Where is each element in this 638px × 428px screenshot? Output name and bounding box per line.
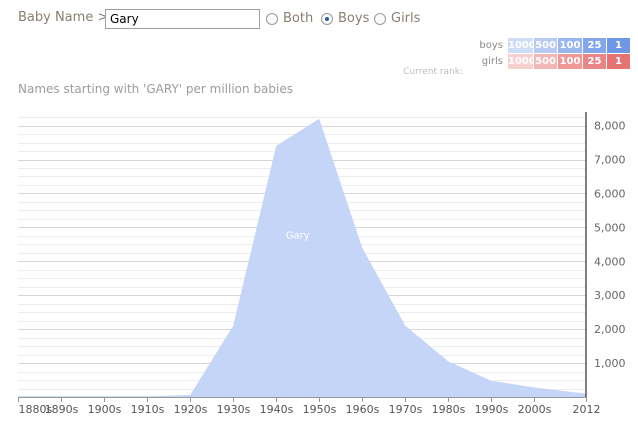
- x-tick-label: 1970s: [389, 403, 423, 416]
- radio-girls-label: Girls: [391, 11, 421, 26]
- series-label-gary: Gary: [286, 230, 310, 241]
- radio-boys[interactable]: Boys: [321, 11, 369, 26]
- rank-row-boys: boys 1000 500 100 25 1: [477, 38, 630, 53]
- x-tick-label: 1910s: [131, 403, 165, 416]
- y-tick-label: 3,000: [594, 289, 626, 302]
- x-tick-label: 1880s: [19, 403, 53, 416]
- y-tick-label: 8,000: [594, 120, 626, 133]
- y-tick-label: 1,000: [594, 357, 626, 370]
- axis-ticks: 1,000 2,000 3,000 4,000 5,000 6,000 7,000 8,000…: [18, 120, 626, 416]
- rank-girls-25[interactable]: 25: [583, 54, 606, 69]
- y-tick-label: 4,000: [594, 255, 626, 268]
- baby-name-input[interactable]: [105, 9, 260, 29]
- x-tick-label: 2000s: [518, 403, 552, 416]
- x-tick-label: 2012: [573, 403, 601, 416]
- x-tick-label: 1920s: [174, 403, 208, 416]
- rank-girls-100[interactable]: 100: [558, 54, 582, 69]
- rank-boys-1000[interactable]: 1000: [508, 38, 536, 53]
- y-tick-label: 6,000: [594, 187, 626, 200]
- rank-girls-500[interactable]: 500: [534, 54, 557, 69]
- x-tick-label: 1940s: [260, 403, 294, 416]
- radio-both-label: Both: [283, 11, 314, 26]
- radio-girls-indicator[interactable]: [374, 12, 386, 25]
- rank-girls-1000[interactable]: 1000: [508, 54, 536, 69]
- rank-row-girls-label: girls: [481, 56, 503, 67]
- x-tick-label: 1930s: [217, 403, 251, 416]
- radio-both-indicator[interactable]: [266, 12, 278, 25]
- y-tick-label: 5,000: [594, 221, 626, 234]
- x-tick-label: 1950s: [303, 403, 337, 416]
- radio-boys-label: Boys: [338, 11, 370, 26]
- x-tick-label: 1960s: [346, 403, 380, 416]
- rank-boys-1[interactable]: 1: [607, 38, 630, 53]
- rank-row-boys-label: boys: [479, 40, 503, 51]
- radio-boys-indicator[interactable]: [321, 12, 333, 25]
- current-rank-label: Current rank:: [403, 67, 463, 77]
- y-tick-label: 7,000: [594, 154, 626, 167]
- chart-subtitle: Names starting with 'GARY' per million b…: [18, 82, 293, 96]
- y-tick-label: 2,000: [594, 323, 626, 336]
- x-tick-label: 1890s: [45, 403, 79, 416]
- x-tick-label: 1900s: [88, 403, 122, 416]
- x-tick-label: 1980s: [432, 403, 466, 416]
- baby-name-label: Baby Name >: [18, 10, 109, 25]
- rank-row-girls: girls 1000 500 100 25 1: [477, 54, 630, 69]
- radio-both[interactable]: Both: [266, 11, 313, 26]
- rank-boys-500[interactable]: 500: [534, 38, 557, 53]
- x-tick-label: 1990s: [475, 403, 509, 416]
- rank-boys-25[interactable]: 25: [583, 38, 606, 53]
- rank-girls-1[interactable]: 1: [607, 54, 630, 69]
- rank-boys-100[interactable]: 100: [558, 38, 582, 53]
- series-area-gary[interactable]: [18, 118, 586, 398]
- radio-girls[interactable]: Girls: [374, 11, 420, 26]
